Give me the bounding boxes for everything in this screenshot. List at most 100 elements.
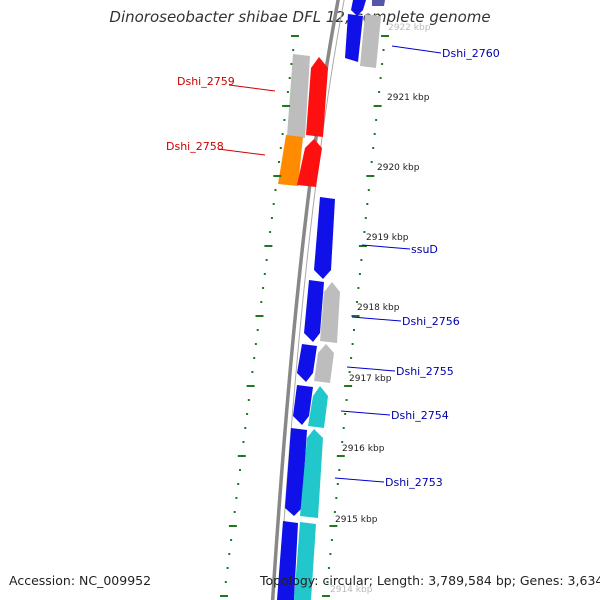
gene-cyan-c — [294, 522, 316, 600]
left-scale-minor-tick — [288, 77, 291, 79]
kbp-label-2919: 2919 kbp — [366, 233, 409, 243]
right-scale-minor-tick — [360, 259, 363, 261]
gene-label-dshi-2755[interactable]: Dshi_2755 — [396, 365, 454, 378]
gene-red-b — [297, 139, 322, 187]
gene-blue-d — [293, 385, 313, 425]
right-scale-minor-tick — [351, 343, 354, 345]
left-scale-minor-tick — [269, 231, 272, 233]
gene-label-dshi-2758[interactable]: Dshi_2758 — [166, 140, 224, 153]
gene-label-dshi-2760[interactable]: Dshi_2760 — [442, 47, 500, 60]
gene-dshi-2753 — [300, 429, 323, 518]
left-scale-minor-tick — [286, 91, 289, 93]
gene-blue-c — [297, 344, 317, 382]
gene-dshi-2760 — [360, 14, 381, 68]
left-scale-major-tick — [246, 385, 255, 387]
left-scale-minor-tick — [281, 133, 284, 135]
left-scale-minor-tick — [230, 539, 233, 541]
right-scale-minor-tick — [330, 539, 333, 541]
right-scale-minor-tick — [366, 203, 369, 205]
left-scale-major-tick — [237, 455, 246, 457]
left-scale-minor-tick — [272, 203, 275, 205]
right-scale-minor-tick — [335, 497, 338, 499]
right-scale-minor-tick — [372, 147, 375, 149]
kbp-label-2914: 2914 kbp — [330, 585, 373, 595]
right-scale-minor-tick — [345, 399, 348, 401]
right-scale-minor-tick — [353, 329, 355, 331]
kbp-label-2915: 2915 kbp — [335, 515, 378, 525]
right-scale-major-tick — [336, 455, 345, 457]
right-scale-minor-tick — [378, 91, 381, 93]
gene-dshi-2759 — [287, 54, 310, 138]
left-scale-minor-tick — [235, 497, 238, 499]
left-scale-minor-tick — [278, 161, 280, 163]
right-scale-minor-tick — [342, 427, 345, 429]
gene-ssud — [314, 197, 335, 279]
accession-text: Accession: NC_009952 — [9, 573, 152, 588]
right-scale-minor-tick — [329, 553, 332, 555]
left-scale-minor-tick — [246, 413, 249, 415]
leader-dshi-2758 — [217, 148, 266, 156]
left-scale-minor-tick — [251, 371, 254, 373]
right-scale-minor-tick — [363, 231, 366, 233]
right-scale-minor-tick — [333, 511, 336, 513]
left-scale-minor-tick — [253, 357, 256, 359]
genome-backbone — [270, 0, 340, 600]
left-scale-major-tick — [282, 105, 291, 107]
left-scale-minor-tick — [279, 147, 282, 149]
right-scale-minor-tick — [344, 413, 347, 415]
left-scale-minor-tick — [242, 441, 245, 443]
kbp-label-2921: 2921 kbp — [387, 93, 430, 103]
right-scale-major-tick — [322, 595, 330, 597]
right-scale-minor-tick — [370, 161, 373, 163]
gene-dshi-2756 — [320, 282, 340, 343]
genome-summary-text: Topology: circular; Length: 3,789,584 bp… — [260, 573, 600, 588]
leader-dshi-2759 — [228, 84, 276, 92]
right-scale-minor-tick — [356, 301, 358, 303]
gene-label-dshi-2753[interactable]: Dshi_2753 — [385, 476, 443, 489]
left-scale-minor-tick — [263, 273, 266, 275]
gene-blue-f — [277, 521, 298, 600]
gene-label-dshi-2756[interactable]: Dshi_2756 — [402, 315, 460, 328]
right-scale-minor-tick — [367, 189, 370, 191]
left-scale-minor-tick — [292, 49, 295, 51]
right-scale-major-tick — [329, 525, 338, 527]
left-scale-minor-tick — [237, 483, 240, 485]
right-scale-minor-tick — [358, 273, 361, 275]
gene-label-dshi-2759[interactable]: Dshi_2759 — [177, 75, 235, 88]
left-scale-minor-tick — [283, 119, 286, 121]
left-scale-minor-tick — [274, 189, 277, 191]
kbp-label-2918: 2918 kbp — [357, 303, 400, 313]
kbp-label-2922: 2922 kbp — [388, 23, 431, 33]
leader-dshi-2760 — [391, 45, 442, 54]
left-scale-minor-tick — [256, 329, 259, 331]
left-scale-minor-tick — [270, 217, 273, 219]
kbp-label-2920: 2920 kbp — [377, 163, 420, 173]
gene-dshi-2758 — [278, 135, 303, 186]
leader-dshi-2756 — [351, 316, 402, 322]
right-scale-major-tick — [344, 385, 353, 387]
right-scale-major-tick — [373, 105, 382, 107]
right-scale-minor-tick — [348, 371, 351, 373]
right-scale-minor-tick — [381, 63, 384, 65]
left-scale-minor-tick — [239, 469, 241, 471]
left-scale-major-tick — [273, 175, 282, 177]
gene-top-blue-a — [345, 14, 363, 62]
leader-dshi-2755 — [346, 366, 396, 372]
left-scale-major-tick — [228, 525, 237, 527]
left-scale-major-tick — [291, 35, 299, 37]
leader-ssud — [361, 244, 411, 250]
left-scale-minor-tick — [233, 511, 236, 513]
gene-label-dshi-2754[interactable]: Dshi_2754 — [391, 409, 449, 422]
ticks-left-column — [220, 35, 299, 597]
left-scale-major-tick — [264, 245, 273, 247]
left-scale-major-tick — [255, 315, 264, 317]
gene-label-ssud[interactable]: ssuD — [411, 243, 438, 256]
gene-dshi-2754 — [308, 386, 328, 428]
right-scale-minor-tick — [350, 357, 353, 359]
left-scale-minor-tick — [262, 287, 265, 289]
left-scale-minor-tick — [265, 259, 268, 261]
right-scale-minor-tick — [357, 287, 360, 289]
left-scale-minor-tick — [224, 581, 227, 583]
left-scale-minor-tick — [226, 567, 229, 569]
